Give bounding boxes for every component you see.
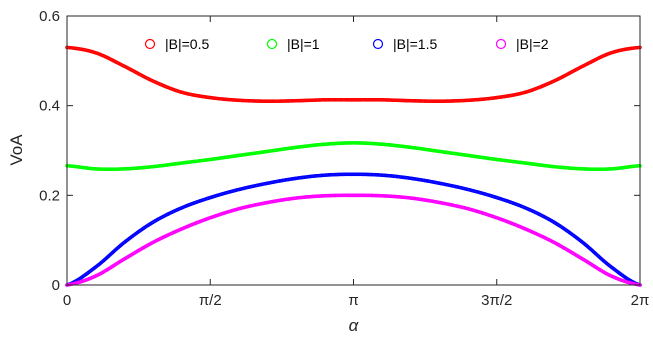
series-0 bbox=[65, 45, 642, 103]
marker-2-18-23 bbox=[608, 264, 612, 268]
y-tick-label-1: 0.2 bbox=[39, 187, 60, 204]
legend-label-1: |B|=1 bbox=[287, 36, 320, 52]
y-tick-label-0: 0 bbox=[52, 277, 60, 294]
x-tick-label-0: 0 bbox=[63, 292, 71, 309]
legend-marker-3 bbox=[495, 38, 507, 50]
x-tick-label-4: 2π bbox=[631, 292, 650, 309]
marker-2-2-23 bbox=[149, 221, 154, 225]
legend: |B|=0.5 |B|=1 |B|=1.5 |B|=2 bbox=[144, 36, 549, 52]
series-layer bbox=[65, 45, 642, 287]
plot-area bbox=[67, 16, 640, 285]
x-axis-label: α bbox=[349, 316, 360, 335]
y-axis-label: VoA bbox=[7, 134, 26, 166]
legend-item-1: |B|=1 bbox=[266, 36, 320, 52]
marker-2-17-23 bbox=[579, 239, 584, 244]
legend-label-2: |B|=1.5 bbox=[393, 36, 437, 52]
legend-marker-2 bbox=[372, 38, 384, 50]
legend-label-0: |B|=0.5 bbox=[165, 36, 209, 52]
y-tick-label-3: 0.6 bbox=[39, 8, 60, 25]
marker-2-1-23 bbox=[121, 241, 125, 246]
legend-item-0: |B|=0.5 bbox=[144, 36, 209, 52]
legend-item-2: |B|=1.5 bbox=[372, 36, 437, 52]
y-tick-label-2: 0.4 bbox=[39, 98, 60, 115]
legend-marker-0 bbox=[144, 38, 156, 50]
legend-item-3: |B|=2 bbox=[495, 36, 549, 52]
x-tick-label-2: π bbox=[348, 292, 358, 309]
marker-2-16-23 bbox=[551, 219, 555, 224]
legend-marker-1 bbox=[266, 38, 278, 50]
x-tick-label-3: 3π/2 bbox=[481, 292, 512, 309]
legend-label-3: |B|=2 bbox=[516, 36, 549, 52]
series-1 bbox=[65, 141, 642, 172]
marker-2-0-23 bbox=[92, 266, 97, 270]
series-2 bbox=[65, 172, 642, 287]
series-3 bbox=[65, 193, 642, 287]
x-tick-label-1: π/2 bbox=[199, 292, 222, 309]
ticks-layer: 0 π/2 π 3π/2 2π 0 0.2 0.4 0.6 bbox=[39, 8, 649, 309]
